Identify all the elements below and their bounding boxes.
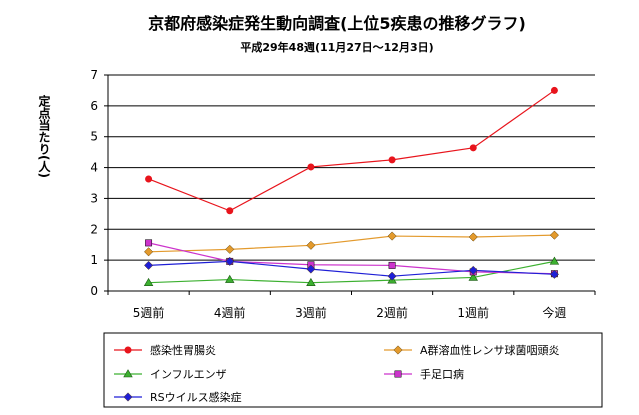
legend-item: インフルエンザ: [114, 368, 227, 381]
data-point: [387, 271, 397, 281]
series-line: [148, 242, 555, 275]
series-line: [148, 260, 555, 284]
legend-item: RSウイルス感染症: [114, 390, 242, 404]
data-point: [550, 86, 558, 94]
x-tick-label: 2週前: [376, 305, 408, 320]
series-line: [148, 260, 555, 277]
legend-marker: [124, 346, 132, 354]
legend-label: インフルエンザ: [150, 368, 227, 381]
x-tick-label: 4週前: [214, 305, 246, 320]
axes: [104, 74, 596, 295]
y-tick-labels: 0 1 2 3 4 5 6 7: [90, 68, 98, 298]
series-line: [148, 89, 555, 212]
legend-label: 手足口病: [420, 367, 464, 381]
data-point: [306, 264, 316, 274]
data-point: [388, 261, 396, 269]
data-point: [468, 265, 478, 275]
chart-title: 京都府感染症発生動向調査(上位5疾患の推移グラフ): [148, 14, 526, 33]
chart-subtitle: 平成29年48週(11月27日〜12月3日): [240, 40, 433, 54]
data-point: [307, 163, 315, 171]
data-point: [468, 272, 478, 281]
legend-label: RSウイルス感染症: [150, 390, 242, 404]
y-tick-label: 1: [90, 253, 98, 267]
y-tick-label: 3: [90, 191, 98, 205]
legend-item: 手足口病: [384, 367, 464, 381]
x-tick-label: 5週前: [133, 305, 165, 320]
legend-label: A群溶血性レンサ球菌咽頭炎: [420, 343, 560, 357]
data-point: [226, 207, 234, 215]
y-tick-label: 4: [90, 161, 98, 175]
y-axis-label: 定点当たり(人): [37, 94, 51, 178]
data-point: [388, 156, 396, 164]
data-point: [145, 175, 153, 183]
data-point: [144, 247, 154, 257]
data-point: [225, 274, 235, 283]
series-line: [148, 234, 555, 253]
data-point: [549, 269, 559, 279]
series-5: [144, 256, 559, 281]
y-tick-label: 0: [90, 284, 98, 298]
y-tick-label: 7: [90, 68, 98, 82]
data-point: [306, 277, 316, 286]
data-point: [387, 231, 397, 241]
data-point: [468, 232, 478, 242]
data-point: [306, 240, 316, 250]
y-tick-label: 6: [90, 99, 98, 113]
data-point: [225, 256, 235, 266]
data-point: [145, 239, 153, 247]
data-point: [144, 260, 154, 270]
data-point: [143, 277, 154, 286]
legend-marker: [123, 369, 133, 378]
legend-box: [103, 332, 603, 408]
x-tick-label: 3週前: [295, 305, 327, 320]
y-tick-label: 5: [90, 130, 98, 144]
legend-marker: [123, 392, 133, 402]
legend-item: 感染性胃腸炎: [114, 343, 216, 357]
series-1: [145, 86, 558, 215]
x-tick-labels: 5週前 4週前 3週前 2週前 1週前 今週: [133, 305, 567, 320]
data-point: [549, 230, 559, 240]
legend-marker: [394, 370, 402, 378]
data-point: [225, 244, 235, 254]
legend-label: 感染性胃腸炎: [150, 343, 216, 357]
series-2: [144, 230, 559, 257]
data-point: [469, 144, 477, 152]
y-tick-label: 2: [90, 222, 98, 236]
x-tick-label: 1週前: [457, 305, 489, 320]
x-tick-label: 今週: [542, 305, 566, 320]
grid-lines: [108, 74, 595, 261]
legend-item: A群溶血性レンサ球菌咽頭炎: [384, 343, 560, 357]
series-group: [143, 86, 560, 286]
series-3: [143, 256, 560, 286]
data-point: [549, 256, 560, 265]
legend-marker: [393, 345, 403, 355]
